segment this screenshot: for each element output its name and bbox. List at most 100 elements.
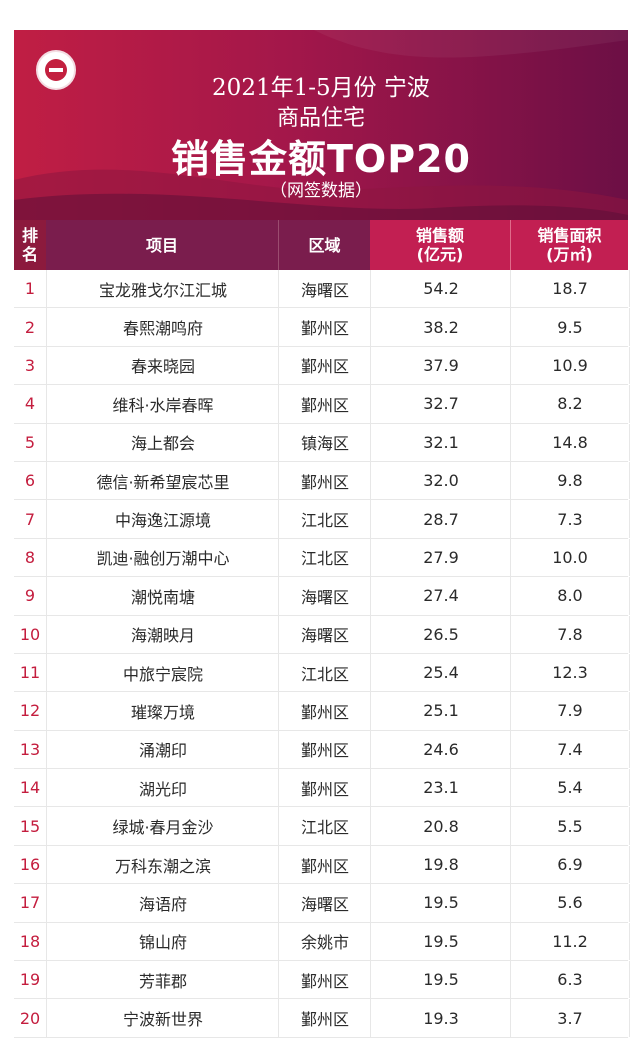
district-cell: 镇海区 — [278, 423, 371, 461]
table-row: 6 德信·新希望宸芯里 鄞州区 32.0 9.8 — [14, 461, 630, 501]
title-period: 2021年1-5月份 宁波 — [212, 75, 430, 101]
rank-cell: 4 — [24, 394, 36, 414]
area-cell: 5.6 — [510, 884, 630, 922]
district-cell: 鄞州区 — [278, 346, 371, 385]
project-cell: 宁波新世界 — [46, 999, 279, 1037]
table-row: 15 绿城·春月金沙 江北区 20.8 5.5 — [14, 807, 630, 846]
project-cell: 潮悦南塘 — [46, 577, 279, 615]
district-cell: 鄞州区 — [278, 692, 371, 730]
district-cell: 江北区 — [278, 500, 371, 538]
banner-wave-decoration — [14, 30, 628, 220]
area-cell: 5.5 — [510, 807, 630, 845]
sales-cell: 26.5 — [370, 615, 511, 653]
rank-cell: 1 — [24, 279, 36, 299]
project-cell: 维科·水岸春晖 — [46, 385, 279, 423]
table-row: 3 春来晓园 鄞州区 37.9 10.9 — [14, 346, 630, 386]
area-cell: 5.4 — [510, 769, 630, 807]
rank-cell: 7 — [24, 509, 36, 529]
district-cell: 鄞州区 — [278, 461, 371, 500]
sales-cell: 25.4 — [370, 653, 511, 692]
header-area: 销售面积 (万㎡) — [510, 220, 628, 270]
table-row: 17 海语府 海曙区 19.5 5.6 — [14, 884, 630, 923]
table-row: 18 锦山府 余姚市 19.5 11.2 — [14, 922, 630, 962]
district-cell: 海曙区 — [278, 577, 371, 615]
district-cell: 江北区 — [278, 807, 371, 845]
table-row: 12 璀璨万境 鄞州区 25.1 7.9 — [14, 692, 630, 731]
table-row: 13 涌潮印 鄞州区 24.6 7.4 — [14, 730, 630, 770]
table-row: 10 海潮映月 海曙区 26.5 7.8 — [14, 615, 630, 654]
rank-cell: 12 — [19, 701, 41, 721]
rank-cell: 3 — [24, 355, 36, 375]
title-banner: 2021年1-5月份 宁波 商品住宅 销售金额TOP20 （网签数据） — [14, 30, 628, 220]
project-cell: 凯迪·融创万潮中心 — [46, 538, 279, 577]
rank-cell: 20 — [19, 1008, 41, 1028]
project-cell: 涌潮印 — [46, 730, 279, 769]
rank-cell: 19 — [19, 970, 41, 990]
district-cell: 海曙区 — [278, 615, 371, 653]
project-cell: 璀璨万境 — [46, 692, 279, 730]
project-cell: 海语府 — [46, 884, 279, 922]
area-cell: 10.9 — [510, 346, 630, 385]
area-cell: 14.8 — [510, 423, 630, 461]
area-cell: 9.5 — [510, 308, 630, 346]
table-row: 16 万科东潮之滨 鄞州区 19.8 6.9 — [14, 845, 630, 885]
sales-cell: 38.2 — [370, 308, 511, 346]
rank-cell: 6 — [24, 471, 36, 491]
district-cell: 鄞州区 — [278, 769, 371, 807]
rank-cell: 5 — [24, 432, 36, 452]
table-row: 11 中旅宁宸院 江北区 25.4 12.3 — [14, 653, 630, 693]
header-rank: 排 名 — [14, 220, 46, 270]
sales-cell: 27.9 — [370, 538, 511, 577]
district-cell: 鄞州区 — [278, 961, 371, 999]
sales-cell: 19.3 — [370, 999, 511, 1037]
ranking-card: 2021年1-5月份 宁波 商品住宅 销售金额TOP20 （网签数据） 排 名 … — [14, 30, 630, 1040]
sales-cell: 32.1 — [370, 423, 511, 461]
rank-cell: 17 — [19, 893, 41, 913]
project-cell: 中海逸江源境 — [46, 500, 279, 538]
project-cell: 海上都会 — [46, 423, 279, 461]
title-category: 商品住宅 — [276, 106, 365, 131]
project-cell: 海潮映月 — [46, 615, 279, 653]
rank-cell: 10 — [19, 624, 41, 644]
area-cell: 9.8 — [510, 461, 630, 500]
district-cell: 江北区 — [278, 538, 371, 577]
area-cell: 18.7 — [510, 270, 630, 308]
sales-cell: 19.5 — [370, 884, 511, 922]
table-row: 1 宝龙雅戈尔江汇城 海曙区 54.2 18.7 — [14, 270, 630, 309]
sales-cell: 32.0 — [370, 461, 511, 500]
table-row: 8 凯迪·融创万潮中心 江北区 27.9 10.0 — [14, 538, 630, 578]
header-project: 项目 — [145, 235, 178, 255]
district-cell: 鄞州区 — [278, 385, 371, 423]
district-cell: 海曙区 — [278, 884, 371, 922]
district-cell: 鄞州区 — [278, 308, 371, 346]
area-cell: 7.8 — [510, 615, 630, 653]
sales-cell: 32.7 — [370, 385, 511, 423]
header-district: 区域 — [278, 220, 370, 270]
sales-cell: 24.6 — [370, 730, 511, 769]
sales-cell: 19.5 — [370, 922, 511, 961]
project-cell: 万科东潮之滨 — [46, 845, 279, 884]
title-note: （网签数据） — [270, 181, 372, 201]
project-cell: 中旅宁宸院 — [46, 653, 279, 692]
sales-cell: 54.2 — [370, 270, 511, 308]
area-cell: 6.9 — [510, 845, 630, 884]
district-cell: 鄞州区 — [278, 730, 371, 769]
table-row: 2 春熙潮鸣府 鄞州区 38.2 9.5 — [14, 308, 630, 347]
district-cell: 江北区 — [278, 653, 371, 692]
rank-cell: 11 — [19, 663, 41, 683]
project-cell: 宝龙雅戈尔江汇城 — [46, 270, 279, 308]
sales-cell: 20.8 — [370, 807, 511, 845]
project-cell: 芳菲郡 — [46, 961, 279, 999]
rank-cell: 18 — [19, 931, 41, 951]
table-row: 20 宁波新世界 鄞州区 19.3 3.7 — [14, 999, 630, 1038]
sales-cell: 25.1 — [370, 692, 511, 730]
area-cell: 7.9 — [510, 692, 630, 730]
sales-cell: 37.9 — [370, 346, 511, 385]
district-cell: 鄞州区 — [278, 999, 371, 1037]
project-cell: 春来晓园 — [46, 346, 279, 385]
area-cell: 7.4 — [510, 730, 630, 769]
district-cell: 余姚市 — [278, 922, 371, 961]
project-cell: 德信·新希望宸芯里 — [46, 461, 279, 500]
sales-cell: 19.5 — [370, 961, 511, 999]
